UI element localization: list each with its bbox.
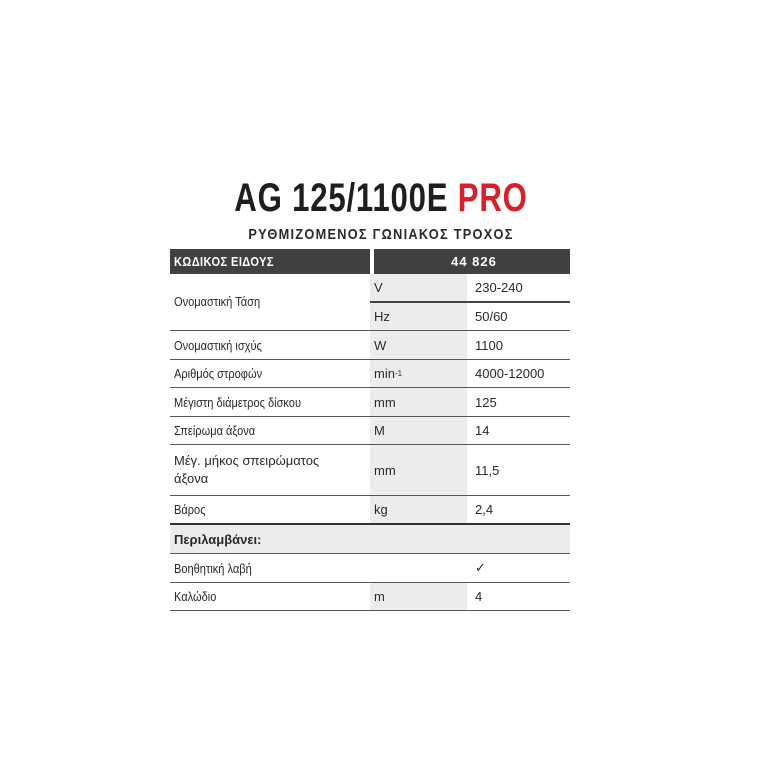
table-row: Βάρος kg 2,4 [170, 496, 570, 523]
product-title: AG 125/1100E PRO [84, 176, 678, 220]
row-value: 125 [475, 394, 497, 410]
pro-suffix: PRO [457, 176, 528, 220]
row-label: Μέγ. μήκος σπειρώματος άξονα [174, 453, 320, 486]
row-value: 230-240 [475, 280, 523, 295]
row-value: 4 [475, 589, 483, 604]
checkmark-icon: ✓ [475, 560, 486, 575]
row-label: Καλώδιο [174, 589, 217, 604]
table-row: Ονομαστική ισχύς W 1100 [170, 331, 570, 360]
header-value: 44 826 [451, 254, 497, 269]
row-value: 4000-12000 [475, 366, 545, 381]
table-row: Μέγιστη διάμετρος δίσκου mm 125 [170, 388, 570, 417]
table-row: Βοηθητική λαβή ✓ [170, 554, 570, 583]
row-unit: W [370, 331, 467, 359]
product-subtitle: ΡΥΘΜΙΖΟΜΕΝΟΣ ΓΩΝΙΑΚΟΣ ΤΡΟΧΟΣ [248, 226, 514, 243]
row-unit: m [370, 583, 467, 610]
row-value: 50/60 [475, 309, 508, 324]
row-unit [370, 554, 467, 582]
row-unit: mm [370, 445, 467, 495]
model-name: AG 125/1100E [234, 176, 449, 220]
row-unit: kg [370, 496, 467, 523]
row-value: 14 [475, 423, 490, 438]
row-value: 1100 [475, 337, 503, 353]
row-value: 2,4 [475, 502, 494, 517]
row-unit: min -1 [370, 360, 467, 387]
table-row: Μέγ. μήκος σπειρώματος άξονα mm 11,5 [170, 445, 570, 496]
table-row: Αριθμός στροφών min -1 4000-12000 [170, 360, 570, 388]
row-unit: mm [370, 388, 467, 416]
row-label: Ονομαστική ισχύς [174, 337, 262, 353]
includes-header: Περιλαμβάνει: [170, 523, 570, 554]
includes-label: Περιλαμβάνει: [174, 531, 262, 547]
row-label: Ονομαστική Τάση [174, 293, 261, 309]
table-header: ΚΩΔΙΚΟΣ ΕΙΔΟΥΣ 44 826 [170, 249, 570, 274]
row-label: Βοηθητική λαβή [174, 560, 252, 576]
row-label: Βάρος [174, 502, 206, 517]
table-row: Σπείρωμα άξονα M 14 [170, 417, 570, 445]
table-row-voltage: Ονομαστική Τάση V 230-240 Hz 50/60 [170, 274, 570, 331]
row-label: Μέγιστη διάμετρος δίσκου [174, 394, 301, 410]
row-label: Αριθμός στροφών [174, 366, 263, 381]
row-label: Σπείρωμα άξονα [174, 423, 256, 438]
row-unit: Hz [370, 303, 467, 330]
table-row: Καλώδιο m 4 [170, 583, 570, 611]
row-unit: M [370, 417, 467, 444]
row-unit: V [370, 274, 467, 301]
header-label: ΚΩΔΙΚΟΣ ΕΙΔΟΥΣ [174, 254, 274, 269]
row-value: 11,5 [475, 462, 500, 478]
